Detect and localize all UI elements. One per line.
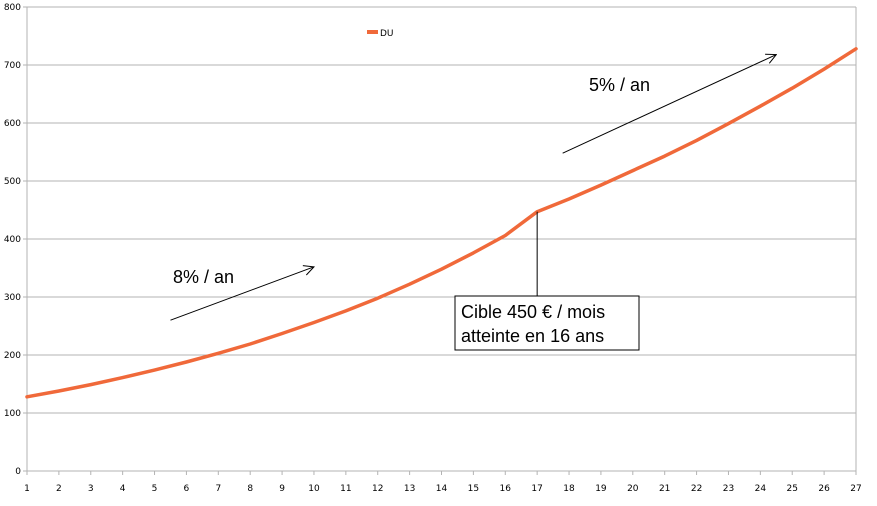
y-tick-label-700: 700 [4, 61, 21, 71]
x-tick-label-17: 17 [531, 484, 542, 494]
callout-line-2: atteinte en 16 ans [461, 326, 604, 346]
series-line-du [25, 47, 858, 399]
legend-label-du: DU [380, 29, 394, 39]
data-point-5 [153, 368, 156, 372]
data-point-10 [312, 321, 316, 324]
data-point-6 [185, 360, 188, 364]
data-point-7 [217, 352, 220, 355]
data-point-19 [599, 183, 603, 187]
x-tick-label-3: 3 [88, 484, 94, 494]
arrow-8pct [170, 267, 313, 321]
data-point-23 [727, 122, 730, 125]
data-point-3 [89, 383, 92, 386]
data-point-12 [376, 296, 379, 300]
x-tick-label-7: 7 [215, 484, 221, 494]
x-tick-label-9: 9 [279, 484, 285, 494]
legend-swatch-du [367, 30, 378, 34]
x-tick-label-26: 26 [818, 484, 830, 494]
arrow-5pct [562, 55, 777, 154]
gridlines [27, 6, 856, 414]
x-tick-label-27: 27 [850, 484, 861, 494]
x-tick-label-2: 2 [56, 484, 62, 494]
data-point-25 [791, 87, 794, 90]
y-tick-label-300: 300 [4, 293, 21, 303]
x-tick-label-10: 10 [308, 484, 320, 494]
annotation-5pct: 5% / an [589, 75, 650, 95]
x-tick-label-24: 24 [755, 484, 767, 494]
data-point-26 [822, 67, 826, 71]
data-point-14 [440, 267, 443, 271]
data-point-22 [695, 139, 698, 142]
data-point-21 [663, 154, 666, 158]
axes [23, 6, 857, 475]
x-tick-label-6: 6 [184, 484, 190, 494]
data-point-16 [504, 234, 507, 237]
x-tick-label-25: 25 [787, 484, 798, 494]
data-point-11 [344, 309, 348, 313]
legend: DU [367, 29, 394, 39]
x-tick-label-11: 11 [340, 484, 351, 494]
x-tick-label-18: 18 [563, 484, 575, 494]
x-tick-label-16: 16 [500, 484, 512, 494]
data-point-18 [567, 197, 571, 201]
data-point-27 [854, 47, 858, 50]
y-tick-label-100: 100 [4, 409, 21, 419]
data-point-1 [25, 395, 29, 398]
data-point-2 [57, 389, 61, 393]
data-point-9 [280, 332, 284, 335]
x-tick-label-19: 19 [595, 484, 607, 494]
data-point-20 [631, 169, 635, 172]
y-tick-label-400: 400 [4, 235, 21, 245]
data-point-8 [248, 342, 252, 346]
x-tick-label-1: 1 [24, 484, 30, 494]
x-tick-label-15: 15 [468, 484, 479, 494]
x-tick-label-22: 22 [691, 484, 702, 494]
x-tick-label-8: 8 [247, 484, 253, 494]
x-tick-label-23: 23 [723, 484, 734, 494]
x-tick-labels: 1 2 3 4 5 6 7 8 9 10 11 12 13 14 15 16 17 18 19 20 21 22 23 24 2… [24, 484, 862, 494]
data-point-13 [408, 283, 411, 286]
data-point-24 [759, 104, 762, 108]
data-point-4 [121, 376, 124, 379]
y-tick-label-800: 800 [4, 3, 21, 13]
y-tick-label-500: 500 [4, 177, 21, 187]
x-tick-label-14: 14 [436, 484, 448, 494]
y-tick-labels: 0 100 200 300 400 500 600 700 800 [4, 3, 21, 477]
annotation-8pct: 8% / an [173, 267, 234, 287]
x-tick-label-12: 12 [372, 484, 383, 494]
data-point-15 [472, 251, 475, 255]
x-tick-label-13: 13 [404, 484, 415, 494]
series-layer [25, 47, 858, 399]
annotations-layer: 8% / an 5% / an Cible 450 € / mois atteinte… [170, 55, 777, 351]
x-tick-label-4: 4 [120, 484, 126, 494]
callout-line-1: Cible 450 € / mois [461, 302, 605, 322]
y-tick-label-600: 600 [4, 119, 21, 129]
x-tick-label-20: 20 [627, 484, 639, 494]
x-tick-label-21: 21 [659, 484, 670, 494]
callout-box [454, 295, 640, 351]
y-tick-label-0: 0 [15, 467, 21, 477]
x-tick-label-5: 5 [152, 484, 158, 494]
y-tick-label-200: 200 [4, 351, 21, 361]
